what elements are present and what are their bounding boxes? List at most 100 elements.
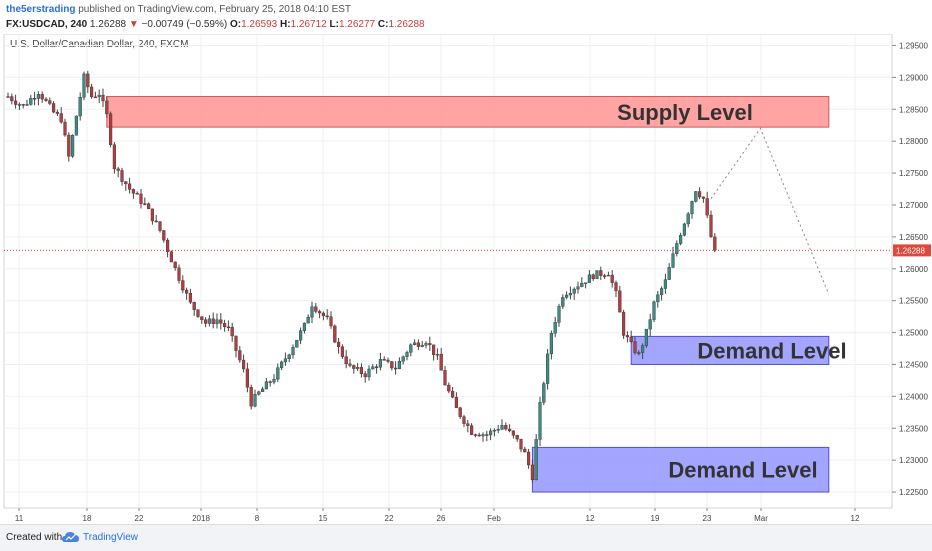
y-tick-label: 1.23500 xyxy=(899,424,928,433)
candle-body xyxy=(359,367,363,374)
candle-body xyxy=(606,274,610,277)
candle-body xyxy=(184,289,189,294)
y-axis[interactable]: 1.29500 1.29000 1.28500 1.28000 1.27500 1.270… xyxy=(892,41,928,497)
x-tick-label: 15 xyxy=(319,514,328,523)
candle-body xyxy=(337,341,341,347)
candle-body xyxy=(112,144,116,170)
candle-body xyxy=(451,390,455,398)
tradingview-brand-link[interactable]: TradingView xyxy=(83,532,139,543)
candle-body xyxy=(203,319,208,324)
candle-body xyxy=(105,100,109,114)
x-tick-label: 8 xyxy=(255,514,260,523)
candle-body xyxy=(70,135,75,157)
price-chart[interactable]: U.S. Dollar/Canadian Dollar, 240, FXCM S… xyxy=(0,34,932,524)
candle-body xyxy=(241,359,246,370)
candle-body xyxy=(13,100,18,105)
x-axis[interactable]: 11 18 22 2018 8 15 22 26 Feb 12 19 23 Mar 12 xyxy=(15,508,860,523)
zones-layer: Supply Level Demand Level Demand Level xyxy=(106,96,847,493)
candle-body xyxy=(230,326,234,337)
candle-body xyxy=(158,221,162,231)
candle-body xyxy=(272,379,276,383)
candle-body xyxy=(523,448,527,453)
candle-body xyxy=(127,183,132,190)
candle-body xyxy=(587,274,591,283)
candle-body xyxy=(333,325,337,343)
candle-body xyxy=(59,113,63,123)
candle-body xyxy=(671,253,675,268)
candle-body xyxy=(454,396,458,408)
candle-body xyxy=(500,425,504,430)
candle-body xyxy=(686,213,690,225)
candle-body xyxy=(557,306,561,323)
candle-body xyxy=(192,301,196,310)
candle-body xyxy=(553,322,557,334)
y-tick-label: 1.24000 xyxy=(899,392,928,401)
candle-body xyxy=(530,464,534,481)
high-value: 1.26712 xyxy=(290,19,327,30)
candle-body xyxy=(55,111,59,114)
created-with-label: Created with xyxy=(6,532,63,543)
overlays-layer: 1.26288 xyxy=(4,127,931,295)
current-price-label: 1.26288 xyxy=(896,246,925,255)
candle-body xyxy=(386,359,390,362)
candle-body xyxy=(340,346,344,357)
candle-body xyxy=(470,425,474,435)
candle-body xyxy=(33,98,37,100)
candle-body xyxy=(299,330,303,341)
close-value: 1.26288 xyxy=(388,19,425,30)
x-tick-label: 23 xyxy=(703,514,712,523)
candle-body xyxy=(534,439,538,481)
candle-body xyxy=(36,94,40,99)
candle-body xyxy=(637,352,641,354)
candle-body xyxy=(67,134,71,157)
candle-body xyxy=(108,113,113,146)
symbol-label: FX:USDCAD, 240 xyxy=(6,19,88,30)
candle-body xyxy=(44,98,48,101)
candle-body xyxy=(690,201,694,215)
candle-body xyxy=(356,367,360,369)
candle-body xyxy=(321,312,325,317)
candle-body xyxy=(599,270,603,276)
candle-body xyxy=(318,311,322,314)
candle-body xyxy=(439,354,443,371)
candle-body xyxy=(481,434,485,437)
candle-body xyxy=(614,282,618,292)
candle-body xyxy=(538,402,542,440)
candle-body xyxy=(648,319,652,330)
candle-body xyxy=(245,368,249,388)
candle-body xyxy=(29,98,33,105)
candle-body xyxy=(492,429,496,432)
author-link[interactable]: the5erstrading xyxy=(6,4,76,15)
x-tick-label: 12 xyxy=(851,514,860,523)
candle-body xyxy=(291,347,295,356)
candle-body xyxy=(211,318,215,324)
candle-body xyxy=(682,223,686,236)
candle-body xyxy=(371,366,375,370)
candle-body xyxy=(154,220,158,223)
supply-zone-label: Supply Level xyxy=(617,100,753,125)
candle-body xyxy=(200,316,204,320)
chart-header: the5erstrading published on TradingView.… xyxy=(0,0,932,34)
candle-body xyxy=(473,434,477,436)
y-tick-label: 1.27000 xyxy=(899,201,928,210)
candle-body xyxy=(367,368,371,378)
tradingview-cloud-icon[interactable] xyxy=(62,530,80,544)
candle-body xyxy=(409,344,413,353)
change-down-icon: ▼ xyxy=(128,19,139,30)
candle-body xyxy=(660,288,664,296)
candle-body xyxy=(701,196,705,199)
candle-body xyxy=(310,306,314,318)
candle-body xyxy=(565,294,569,298)
candle-body xyxy=(139,193,143,204)
x-tick-label: 22 xyxy=(135,514,144,523)
candle-body xyxy=(344,356,348,365)
candle-body xyxy=(462,416,466,424)
candle-body xyxy=(131,189,135,194)
candle-body xyxy=(568,293,572,296)
candle-body xyxy=(101,94,105,102)
candle-body xyxy=(416,342,420,347)
candle-body xyxy=(295,340,299,348)
candle-body xyxy=(656,294,660,303)
candle-body xyxy=(40,94,44,100)
candle-body xyxy=(6,96,10,98)
